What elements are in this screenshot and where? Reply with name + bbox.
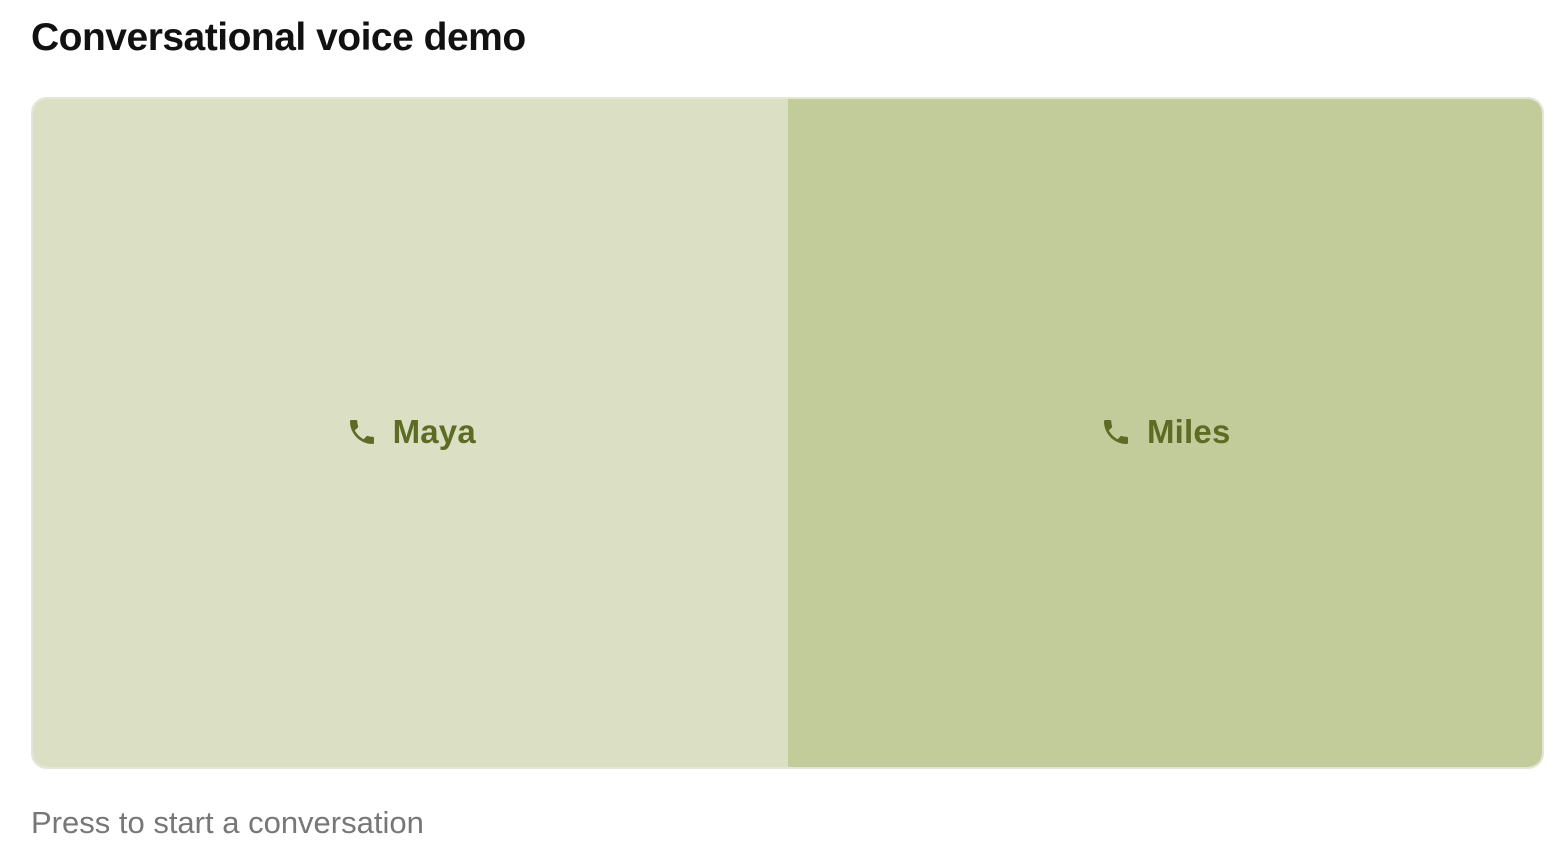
phone-icon xyxy=(1099,415,1133,449)
call-maya-button[interactable]: Maya xyxy=(33,99,788,767)
phone-icon xyxy=(345,415,379,449)
call-miles-content: Miles xyxy=(1099,412,1231,452)
call-maya-content: Maya xyxy=(345,412,476,452)
start-conversation-hint: Press to start a conversation xyxy=(31,805,424,840)
voice-selector-panel: Maya Miles xyxy=(31,97,1544,769)
voice-label-miles: Miles xyxy=(1146,413,1231,450)
voice-label-maya: Maya xyxy=(392,413,476,450)
page-title: Conversational voice demo xyxy=(31,16,526,59)
call-miles-button[interactable]: Miles xyxy=(787,99,1542,767)
